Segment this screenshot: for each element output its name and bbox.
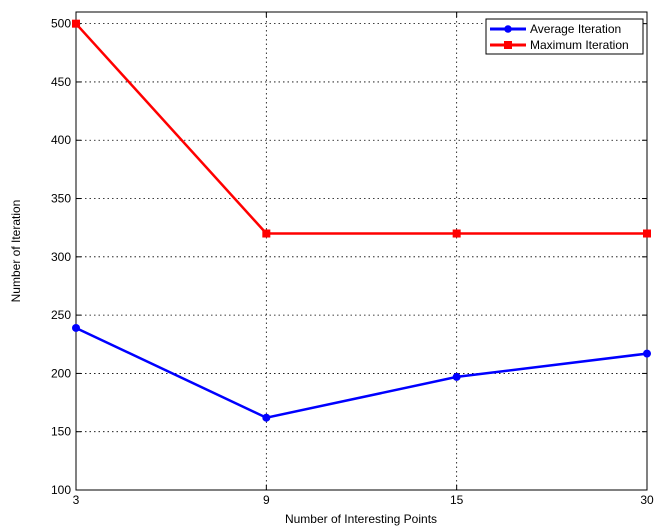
data-point bbox=[452, 229, 461, 238]
legend: Average Iteration Maximum Iteration bbox=[485, 18, 644, 55]
grid bbox=[76, 12, 647, 490]
y-tick-label: 200 bbox=[51, 366, 71, 380]
legend-entry-average: Average Iteration bbox=[490, 22, 621, 36]
y-tick-label: 500 bbox=[51, 17, 71, 31]
data-point bbox=[643, 349, 651, 358]
y-tick-label: 450 bbox=[51, 75, 71, 89]
x-tick-label: 15 bbox=[450, 493, 464, 507]
x-axis-ticks: 3 9 15 30 bbox=[73, 12, 654, 507]
series-line bbox=[75, 22, 647, 235]
series-maximum-iteration bbox=[72, 19, 651, 238]
legend-entry-maximum: Maximum Iteration bbox=[490, 38, 629, 52]
legend-marker-average bbox=[504, 25, 512, 33]
series-layer bbox=[72, 19, 651, 422]
y-tick-label: 300 bbox=[51, 250, 71, 264]
y-tick-label: 400 bbox=[51, 133, 71, 147]
x-tick-label: 3 bbox=[73, 493, 80, 507]
data-point bbox=[262, 229, 271, 238]
legend-box bbox=[485, 18, 644, 55]
data-point bbox=[452, 372, 461, 381]
y-axis-label: Number of Iteration bbox=[9, 200, 23, 303]
data-point bbox=[262, 413, 271, 422]
data-point bbox=[72, 323, 80, 332]
legend-label-average: Average Iteration bbox=[530, 22, 621, 36]
legend-marker-maximum bbox=[504, 41, 512, 49]
series-average-iteration bbox=[72, 323, 651, 422]
y-tick-label: 250 bbox=[51, 308, 71, 322]
y-tick-label: 350 bbox=[51, 192, 71, 206]
x-tick-label: 9 bbox=[263, 493, 270, 507]
x-tick-label: 30 bbox=[640, 493, 654, 507]
x-axis-label: Number of Interesting Points bbox=[285, 512, 437, 526]
plot-frame bbox=[75, 11, 648, 491]
y-tick-label: 150 bbox=[51, 425, 71, 439]
legend-label-maximum: Maximum Iteration bbox=[530, 38, 629, 52]
y-tick-label: 100 bbox=[51, 483, 71, 497]
series-line bbox=[75, 326, 648, 420]
data-point bbox=[643, 229, 651, 238]
y-axis-ticks: 100 150 200 250 300 350 400 450 500 bbox=[51, 17, 647, 497]
data-point bbox=[72, 19, 80, 28]
